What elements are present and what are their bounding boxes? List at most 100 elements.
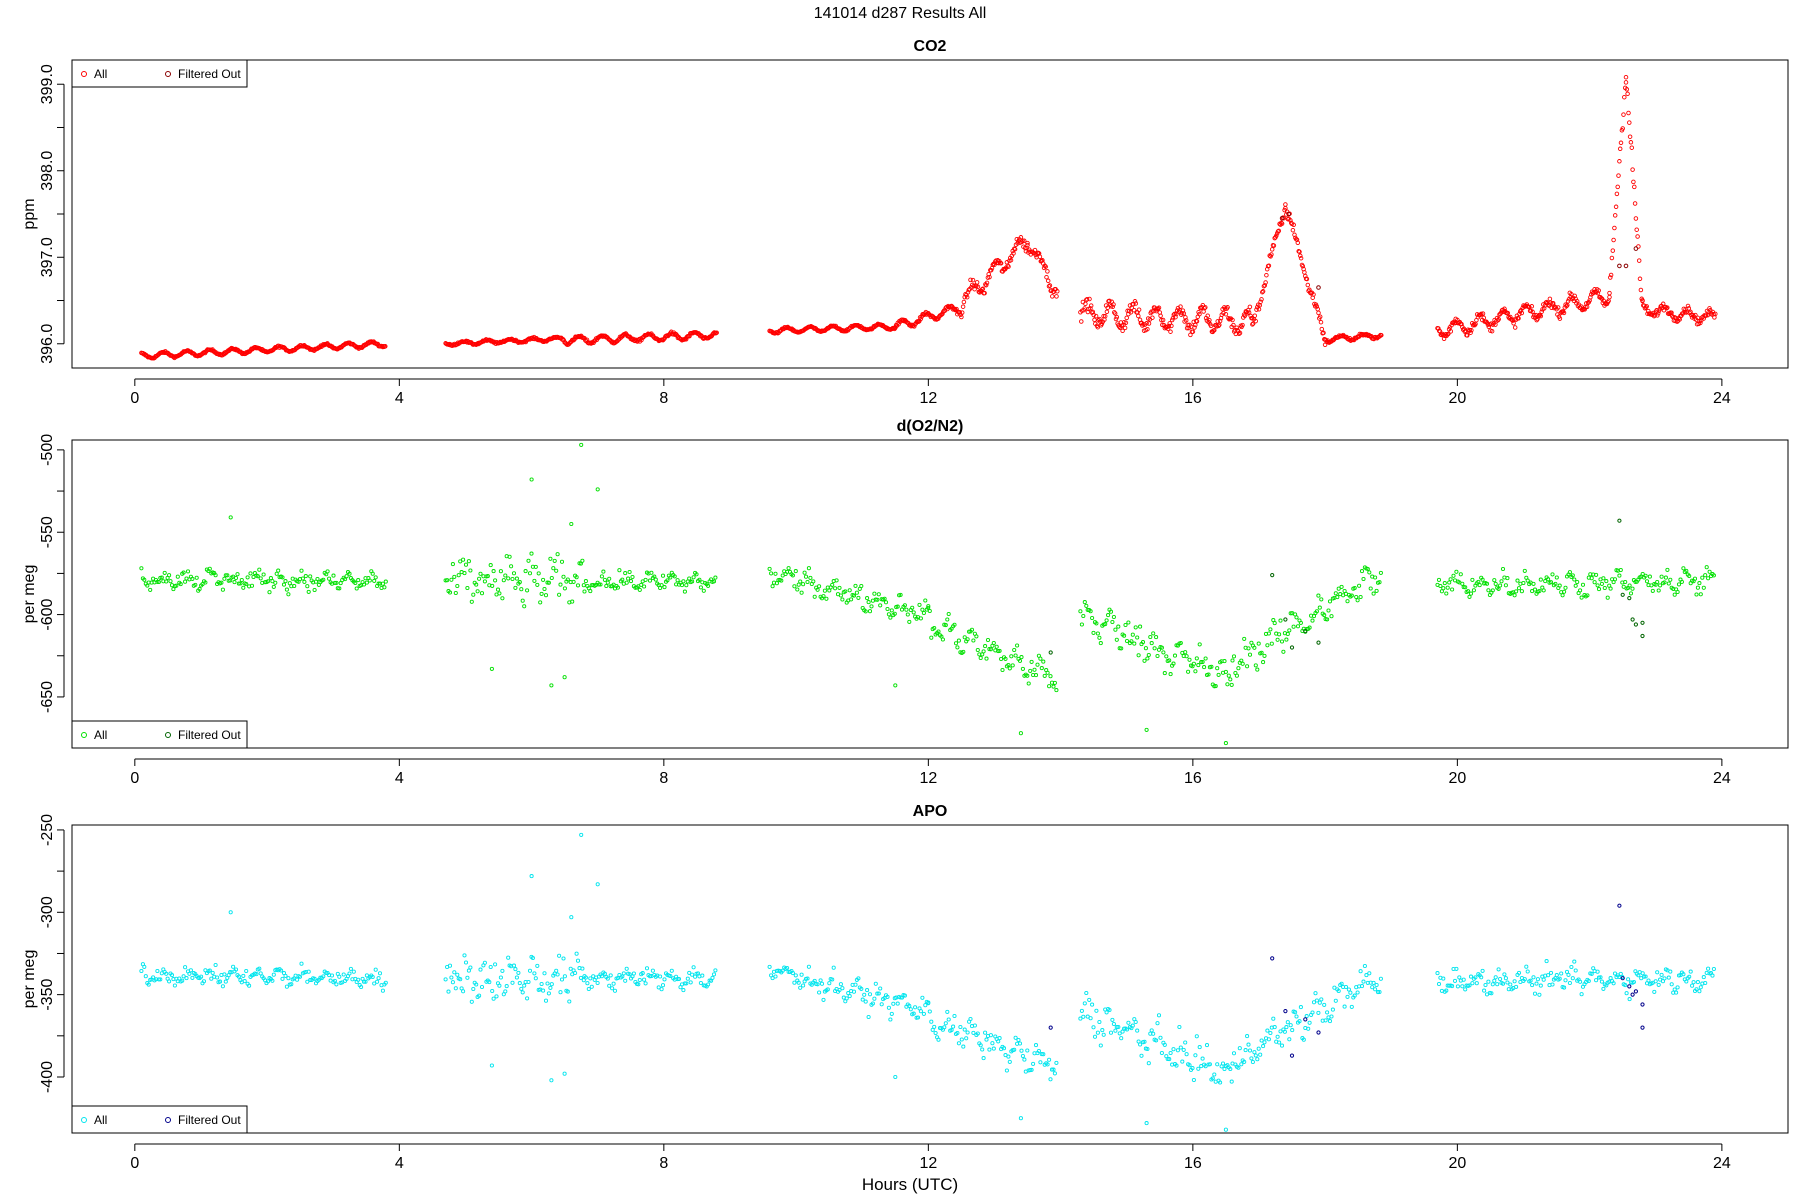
data-point — [1346, 987, 1351, 992]
data-point — [1012, 1047, 1017, 1052]
data-point — [1322, 613, 1327, 618]
data-point — [1566, 972, 1571, 977]
data-point — [1535, 977, 1540, 982]
data-point — [1538, 577, 1543, 582]
data-point — [1602, 585, 1607, 591]
data-point — [588, 976, 593, 981]
data-point — [1361, 576, 1366, 582]
data-point — [1228, 677, 1233, 682]
data-point — [557, 953, 562, 958]
data-point — [940, 311, 945, 317]
legend-marker-filtered — [165, 1117, 171, 1123]
data-point — [1047, 684, 1052, 689]
filtered-point — [1617, 903, 1622, 908]
filtered-point — [1048, 650, 1053, 655]
data-point — [1146, 652, 1151, 658]
data-point — [308, 574, 313, 579]
data-point — [1210, 1076, 1215, 1081]
filtered-point — [1640, 1025, 1645, 1030]
data-point — [662, 977, 667, 982]
data-point — [907, 619, 912, 624]
data-point — [1311, 1000, 1317, 1005]
data-point — [1633, 216, 1639, 221]
data-point — [1016, 1037, 1021, 1043]
data-point — [691, 575, 696, 580]
data-point — [1676, 582, 1682, 587]
data-point — [458, 559, 463, 564]
data-point — [1684, 979, 1689, 984]
data-point — [469, 999, 474, 1004]
data-point — [1029, 1067, 1034, 1072]
data-point — [982, 290, 987, 296]
data-point — [306, 589, 311, 594]
data-point — [1362, 963, 1367, 969]
data-point — [514, 576, 519, 581]
data-point — [602, 577, 607, 582]
data-point — [1521, 580, 1526, 586]
data-point — [1110, 619, 1115, 625]
data-point — [583, 975, 588, 980]
data-point — [1240, 322, 1245, 328]
data-point — [223, 573, 228, 578]
data-point — [1669, 982, 1674, 987]
data-point — [527, 968, 533, 973]
data-point — [1265, 643, 1270, 648]
data-point — [1113, 627, 1118, 632]
data-point — [1550, 982, 1555, 987]
data-point — [142, 577, 147, 582]
data-point — [1627, 997, 1632, 1002]
data-point — [1666, 975, 1671, 980]
data-point — [1522, 977, 1527, 982]
data-point — [876, 991, 881, 996]
data-point — [213, 962, 218, 968]
data-point — [1146, 1061, 1151, 1066]
data-point — [1484, 581, 1490, 586]
data-point — [1498, 583, 1503, 588]
data-point — [863, 609, 868, 614]
data-point — [329, 973, 335, 978]
filtered-point — [1289, 645, 1295, 650]
data-point — [226, 973, 231, 978]
data-point — [700, 973, 705, 978]
data-point — [380, 988, 385, 993]
data-point — [1136, 307, 1142, 312]
data-point — [1664, 306, 1669, 311]
data-point — [799, 590, 804, 595]
data-point — [773, 974, 778, 979]
data-point — [1307, 1020, 1312, 1025]
data-point — [604, 583, 609, 589]
data-point — [1007, 666, 1012, 671]
data-point — [312, 587, 317, 593]
data-point — [265, 579, 271, 584]
filtered-point — [1289, 1053, 1295, 1058]
data-point — [1675, 985, 1680, 990]
data-point — [1279, 221, 1285, 226]
data-point — [911, 610, 916, 615]
data-point — [773, 571, 778, 576]
data-point — [698, 980, 703, 986]
data-point — [918, 1009, 923, 1014]
data-point — [466, 559, 471, 564]
data-point — [222, 972, 227, 977]
data-point — [626, 576, 631, 581]
legend-marker-all — [81, 732, 87, 738]
data-point — [1012, 647, 1017, 653]
data-point — [1500, 566, 1506, 572]
data-point — [372, 578, 377, 583]
data-point — [1197, 642, 1202, 647]
data-point — [859, 986, 864, 991]
data-point — [1262, 283, 1268, 288]
data-point — [1530, 309, 1535, 315]
data-point — [1509, 317, 1515, 322]
filtered-point — [1640, 633, 1645, 639]
data-point — [532, 578, 537, 583]
data-point — [1330, 1007, 1335, 1012]
data-point — [1468, 591, 1474, 596]
data-point — [1499, 579, 1504, 584]
data-point — [998, 261, 1004, 266]
data-point — [1130, 1023, 1135, 1028]
data-point — [581, 978, 586, 983]
filtered-point — [1270, 573, 1275, 578]
data-point — [167, 979, 172, 984]
data-point — [1636, 973, 1641, 978]
